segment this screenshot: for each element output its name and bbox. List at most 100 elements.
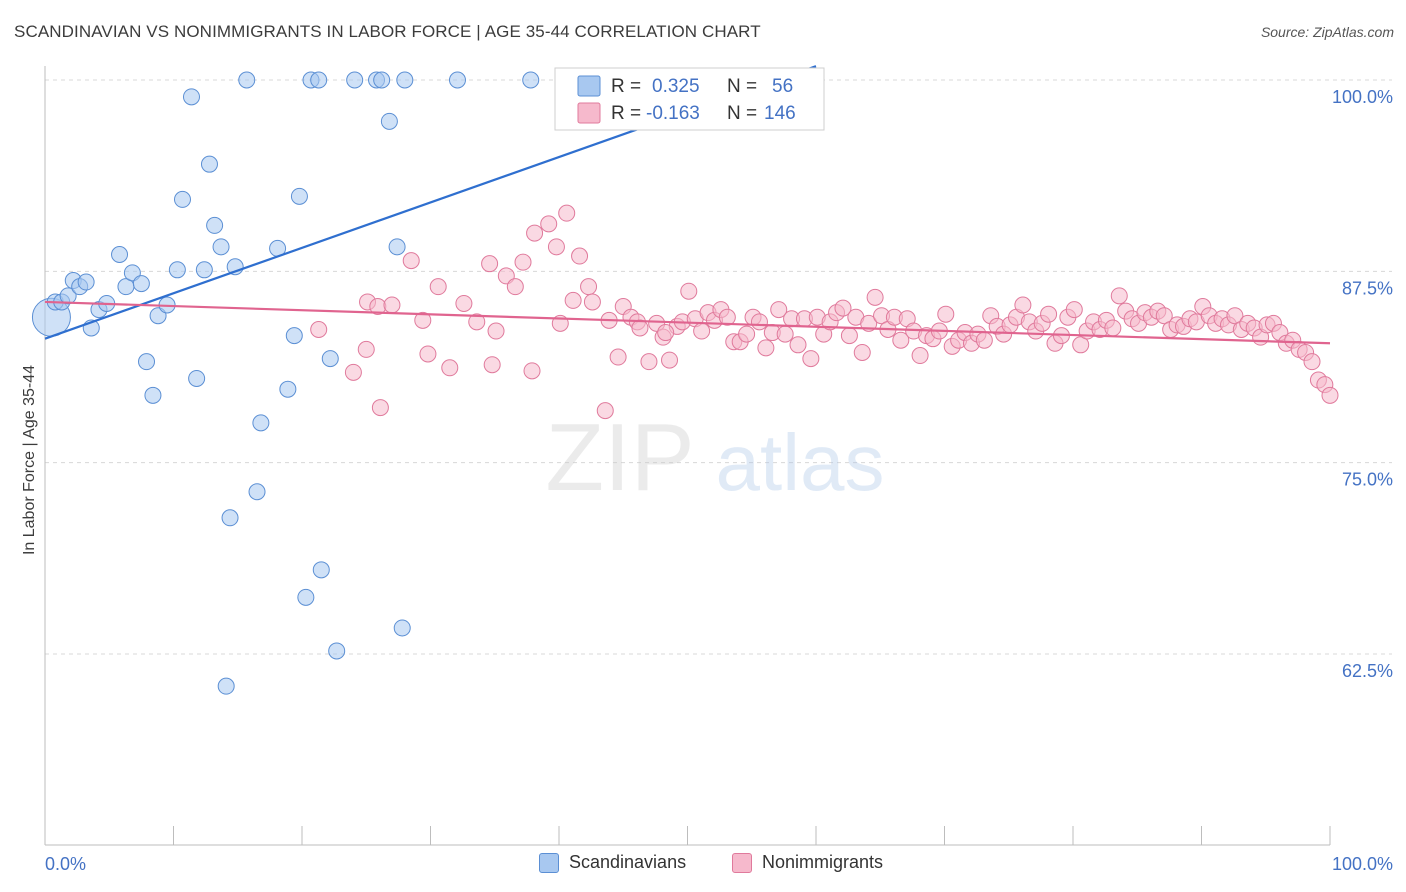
nonimmigrant-point (1104, 319, 1122, 337)
nonimmigrant-point (866, 288, 884, 306)
scandinavian-point (212, 238, 230, 256)
nonimmigrant-point (429, 278, 447, 296)
scandinavian-point (522, 71, 540, 89)
legend-swatch-pink (732, 852, 752, 873)
nonimmigrant-point (757, 339, 775, 357)
nonimmigrant-point (468, 313, 486, 331)
nonimmigrant-point (540, 215, 558, 233)
nonimmigrant-point (383, 296, 401, 314)
nonimmigrant-point (547, 238, 565, 256)
scandinavian-point (279, 380, 297, 398)
scandinavian-point (346, 71, 364, 89)
legend-item-scandinavians[interactable]: Scandinavians (539, 852, 686, 873)
scandinavian-point (173, 190, 191, 208)
scandinavian-point (168, 261, 186, 279)
nonimmigrant-trend-line (44, 300, 1331, 345)
scandinavian-point (388, 238, 406, 256)
axes (44, 66, 1331, 846)
nonimmigrant-point (1040, 305, 1058, 323)
nonimmigrant-point (693, 322, 711, 340)
scandinavian-point (206, 216, 224, 234)
scandinavian-point (373, 71, 391, 89)
gridlines (45, 79, 1392, 655)
nonimmigrant-point (506, 278, 524, 296)
nonimmigrant-point (853, 343, 871, 361)
scandinavian-point (200, 155, 218, 173)
nonimmigrant-point (371, 399, 389, 417)
scandinavian-point (248, 483, 266, 501)
nonimmigrant-point (580, 278, 598, 296)
x-tick-label: 100.0% (1332, 854, 1393, 874)
nonimmigrant-point (419, 345, 437, 363)
legend-item-nonimmigrants[interactable]: Nonimmigrants (732, 852, 883, 873)
nonimmigrant-point (1014, 296, 1032, 314)
nonimmigrant-point (609, 348, 627, 366)
nonimmigrant-point (564, 291, 582, 309)
legend-n-label: N = (727, 103, 757, 124)
nonimmigrant-point (583, 293, 601, 311)
watermark-atlas: atlas (716, 418, 885, 507)
legend-box: R = 0.325 N = 56 R = -0.163 N = 146 (554, 67, 825, 131)
legend-box-swatch-pink (577, 102, 601, 124)
nonimmigrant-point (657, 324, 675, 342)
nonimmigrant-point (310, 320, 328, 338)
scandinavian-point (238, 71, 256, 89)
scandinavian-point (285, 327, 303, 345)
y-tick-label: 62.5% (1342, 661, 1393, 681)
legend-label: Nonimmigrants (762, 852, 884, 872)
watermark-zip: ZIP (545, 404, 694, 511)
scandinavian-point (188, 369, 206, 387)
watermark: ZIP atlas (545, 404, 884, 511)
legend-r-label: R = (611, 103, 641, 124)
legend-swatch-blue (539, 852, 559, 873)
nonimmigrant-point (1072, 336, 1090, 354)
scandinavian-point (380, 112, 398, 130)
nonimmigrant-point (789, 336, 807, 354)
scandinavian-point (59, 287, 77, 305)
nonimmigrant-point (523, 362, 541, 380)
nonimmigrant-point (483, 356, 501, 374)
y-tick-label: 100.0% (1332, 87, 1393, 107)
nonimmigrant-point (661, 351, 679, 369)
nonimmigrant-point (631, 319, 649, 337)
nonimmigrant-point (840, 327, 858, 345)
y-tick-label: 87.5% (1342, 278, 1393, 298)
scandinavian-point (448, 71, 466, 89)
scandinavian-point (396, 71, 414, 89)
nonimmigrant-point (487, 322, 505, 340)
nonimmigrant-point (770, 301, 788, 319)
nonimmigrant-point (357, 340, 375, 358)
nonimmigrant-point (750, 313, 768, 331)
tick-labels: 62.5% 75.0% 87.5% 100.0% 0.0% 100.0% (45, 87, 1393, 874)
chart-title: SCANDINAVIAN VS NONIMMIGRANTS IN LABOR F… (14, 22, 761, 41)
legend-bottom: Scandinavians Nonimmigrants (0, 852, 1406, 878)
y-tick-label: 75.0% (1342, 470, 1393, 490)
legend-r-label: R = (611, 76, 641, 97)
scandinavian-point (310, 71, 328, 89)
nonimmigrant-point (514, 253, 532, 271)
nonimmigrant-point (1321, 386, 1339, 404)
nonimmigrant-point (441, 359, 459, 377)
nonimmigrant-point (802, 350, 820, 368)
nonimmigrant-point (1303, 353, 1321, 371)
scandinavian-point (111, 245, 129, 263)
nonimmigrant-point (455, 294, 473, 312)
nonimmigrant-point (738, 325, 756, 343)
scandinavian-point (138, 353, 156, 371)
scandinavian-point (144, 386, 162, 404)
scandinavian-point (312, 561, 330, 579)
points (31, 71, 1339, 695)
nonimmigrant-point (718, 308, 736, 326)
nonimmigrant-point (571, 247, 589, 265)
legend-n-value: 56 (772, 76, 793, 97)
legend-label: Scandinavians (569, 852, 687, 872)
scandinavian-point (195, 261, 213, 279)
nonimmigrant-point (344, 363, 362, 381)
nonimmigrant-point (937, 305, 955, 323)
legend-r-value: -0.163 (646, 103, 700, 124)
scandinavian-point (393, 619, 411, 637)
nonimmigrant-point (975, 331, 993, 349)
nonimmigrant-point (1226, 307, 1244, 325)
legend-n-label: N = (727, 76, 757, 97)
scandinavian-point (217, 677, 235, 695)
